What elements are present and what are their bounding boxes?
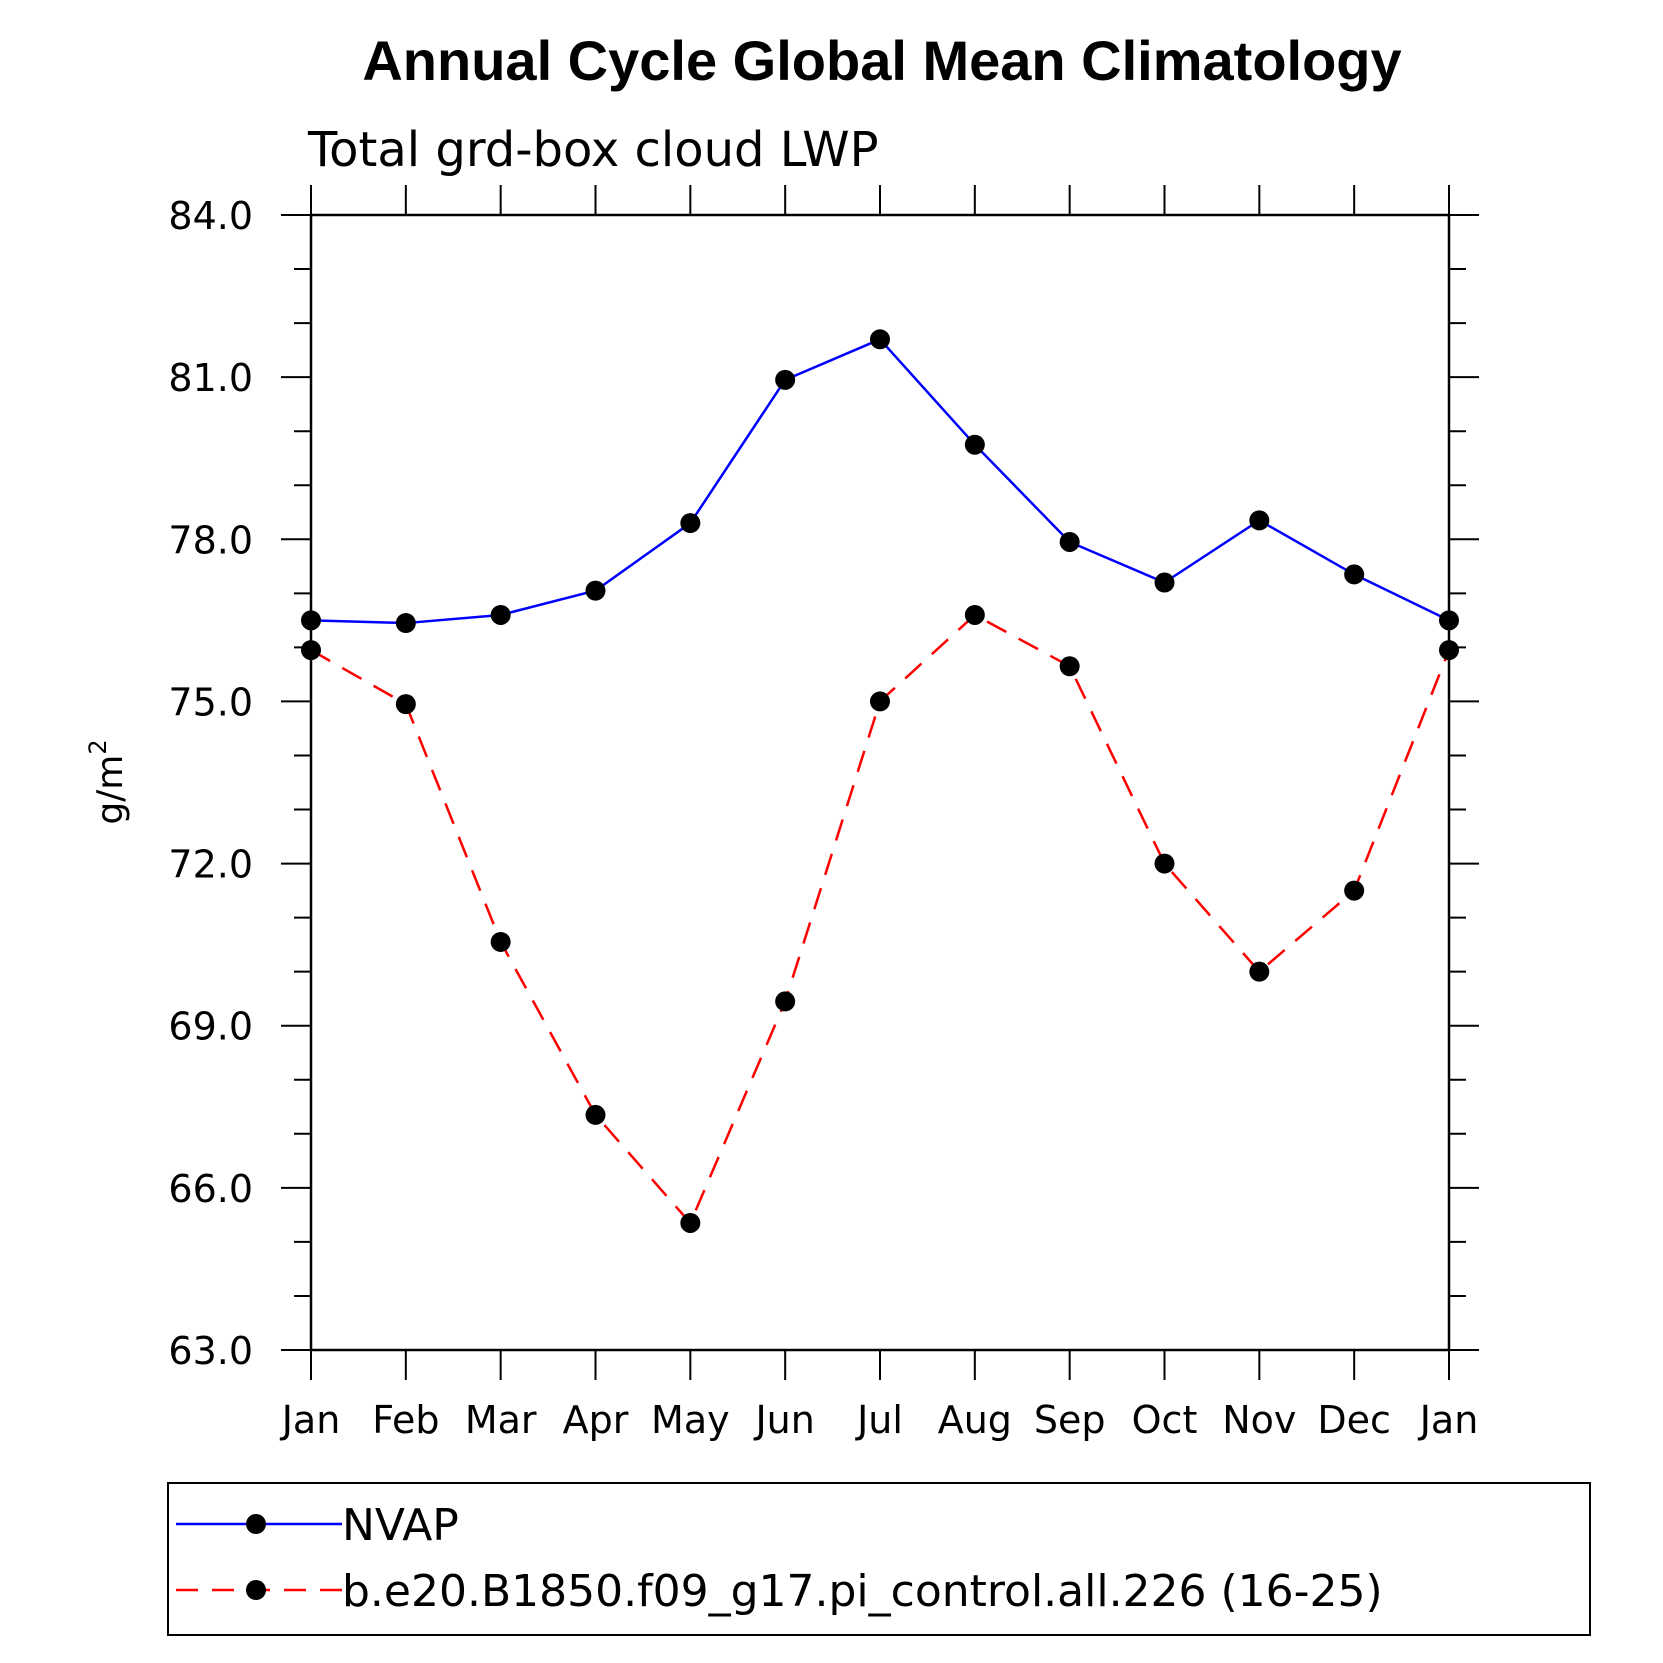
y-tick-label: 81.0: [168, 356, 253, 400]
series-1-point: [964, 604, 985, 625]
series-1-point: [1154, 853, 1175, 874]
series-1-point: [1439, 640, 1459, 661]
y-tick-label: 75.0: [168, 680, 253, 724]
x-tick-label: Dec: [1317, 1398, 1391, 1442]
y-axis-label: g/m2: [84, 739, 131, 824]
series-0-point: [395, 613, 416, 634]
x-tick-label: Jan: [1418, 1398, 1479, 1442]
y-tick-label: 78.0: [168, 518, 253, 562]
legend-box: [167, 1482, 1591, 1636]
series-0-point: [585, 580, 606, 601]
series-1-point: [870, 691, 890, 712]
x-tick-label: Feb: [372, 1398, 439, 1442]
legend-label-1: b.e20.B1850.f09_g17.pi_control.all.226 (…: [342, 1566, 1383, 1617]
series-1-point: [775, 991, 796, 1012]
x-axis-ticks: Jan Feb Mar Apr May Jun Jul Aug Sep Oct Nov Dec Jan: [280, 185, 1479, 1442]
series-0-point: [870, 329, 890, 350]
y-tick-label: 63.0: [168, 1329, 253, 1373]
plot-frame: [309, 213, 1451, 1352]
series-1-point: [301, 640, 321, 661]
x-tick-label: May: [651, 1398, 730, 1442]
x-tick-label: Jul: [855, 1398, 903, 1442]
y-axis-label-superscript: 2: [84, 739, 112, 754]
series-1-point: [1059, 656, 1080, 677]
series-0-point: [1059, 531, 1080, 552]
series-1-point: [1344, 880, 1365, 901]
x-tick-label: Mar: [465, 1398, 537, 1442]
x-tick-label: Apr: [563, 1398, 629, 1442]
chart-subtitle: Total grd-box cloud LWP: [307, 122, 879, 178]
y-axis-label-base: g/m: [90, 755, 131, 825]
series-0-point: [1154, 572, 1175, 593]
series-0-point: [490, 604, 511, 625]
series-0-point: [301, 610, 321, 631]
y-tick-label: 72.0: [168, 843, 253, 887]
legend: NVAP b.e20.B1850.f09_g17.pi_control.all.2…: [176, 1500, 1383, 1617]
series-0-point: [1439, 610, 1459, 631]
series-1-point: [1249, 961, 1270, 982]
y-tick-label: 66.0: [168, 1167, 253, 1211]
legend-marker-1: [246, 1580, 266, 1600]
series-1-point: [680, 1212, 701, 1233]
y-tick-label: 84.0: [168, 194, 253, 238]
series-line-0: [310, 337, 1450, 625]
series-0-point: [964, 434, 985, 455]
legend-label-0: NVAP: [342, 1500, 459, 1551]
x-tick-label: Nov: [1222, 1398, 1296, 1442]
series-0-point: [680, 513, 701, 534]
series-0-point: [1344, 564, 1365, 585]
x-tick-label: Jan: [280, 1398, 341, 1442]
series-1-point: [585, 1104, 606, 1125]
legend-marker-0: [246, 1514, 266, 1534]
chart-title: Annual Cycle Global Mean Climatology: [362, 29, 1401, 92]
x-tick-label: Jun: [753, 1398, 814, 1442]
series-layer: [301, 329, 1459, 1233]
series-0-point: [775, 369, 796, 390]
series-0-point: [1249, 510, 1270, 531]
series-1-point: [490, 931, 511, 952]
x-tick-label: Oct: [1132, 1398, 1198, 1442]
series-1-point: [395, 694, 416, 715]
x-tick-label: Aug: [938, 1398, 1012, 1442]
y-axis-ticks: 63.0 66.0 69.0 72.0 75.0 78.0 81.0 84.0: [168, 194, 1479, 1373]
y-tick-label: 69.0: [168, 1005, 253, 1049]
x-tick-label: Sep: [1034, 1398, 1106, 1442]
